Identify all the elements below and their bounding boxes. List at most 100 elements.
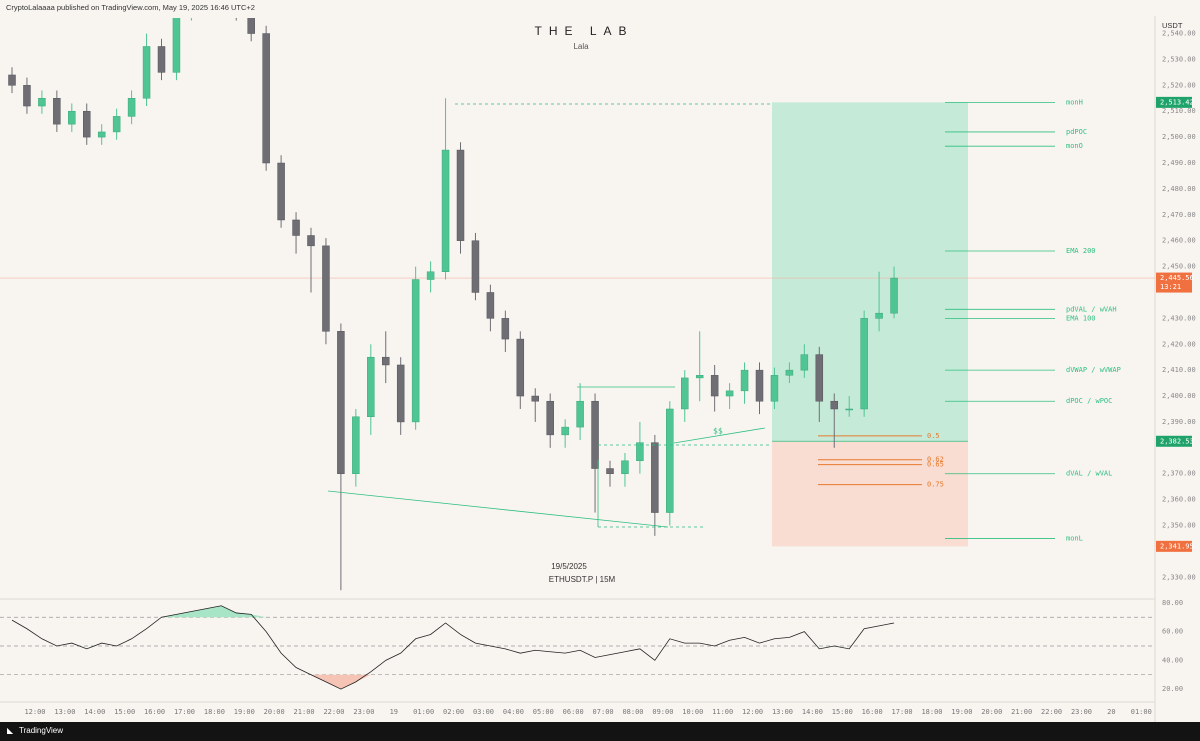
y-tick-label: 2,420.00: [1162, 340, 1196, 348]
currency-label: USDT: [1162, 21, 1183, 30]
level-label: monO: [1066, 142, 1083, 150]
countdown: 13:21: [1160, 283, 1181, 291]
symbol-label: ETHUSDT.P | 15M: [549, 575, 616, 584]
fib-label: 0.75: [927, 481, 944, 489]
y-tick-label: 2,530.00: [1162, 55, 1196, 63]
candle-body: [695, 375, 704, 379]
y-tick-label: 2,350.00: [1162, 522, 1196, 530]
candle-body: [531, 395, 539, 402]
y-tick-label: 2,430.00: [1162, 314, 1196, 322]
x-tick-label: 14:00: [802, 708, 823, 716]
footer-bar: [0, 722, 1200, 741]
x-tick-label: 16:00: [144, 708, 165, 716]
candle-body: [546, 400, 554, 436]
level-label: dVAL / wVAL: [1066, 470, 1112, 478]
candle-body: [172, 18, 181, 73]
candle-body: [561, 426, 569, 436]
y-tick-label: 2,480.00: [1162, 185, 1196, 193]
x-tick-label: 15:00: [832, 708, 853, 716]
candle-body: [142, 46, 151, 99]
candle-body: [860, 318, 868, 410]
price-badge: [1156, 96, 1192, 108]
candle-body: [516, 338, 525, 397]
candle-body: [262, 33, 270, 164]
x-tick-label: 20: [1107, 708, 1115, 716]
header: CryptoLalaaaa published on TradingView.c…: [6, 3, 255, 12]
candle-body: [471, 240, 480, 293]
candle-body: [770, 375, 779, 402]
chart-subtitle: Lala: [573, 42, 589, 51]
candle-body: [367, 356, 375, 418]
annotation: $$: [713, 427, 723, 436]
candle-body: [681, 377, 689, 410]
y-tick-label: 2,330.00: [1162, 573, 1196, 581]
candle-body: [591, 400, 599, 469]
x-tick-label: 01:00: [1131, 708, 1152, 716]
price-badge: [1156, 272, 1192, 293]
rsi-oversold: [311, 674, 371, 690]
candle-body: [68, 110, 76, 125]
x-tick-label: 23:00: [353, 708, 374, 716]
candle-body: [456, 149, 465, 241]
trend-line: [327, 490, 669, 528]
price-badge: [1156, 435, 1192, 447]
candle-body: [621, 460, 629, 474]
candle-body: [112, 116, 121, 133]
candle-body: [830, 400, 838, 410]
price-badge-label: 2,341.95: [1160, 542, 1194, 550]
candle-body: [322, 245, 330, 332]
candle-body: [815, 354, 824, 402]
y-tick-label: 2,460.00: [1162, 237, 1196, 245]
level-label: dVWAP / wVWAP: [1066, 366, 1121, 374]
candle-body: [651, 442, 659, 513]
candle-body: [38, 98, 46, 107]
candle-body: [277, 162, 285, 221]
x-tick-label: 20:00: [981, 708, 1002, 716]
level-label: dPOC / wPOC: [1066, 397, 1112, 405]
rsi-overbought: [161, 605, 267, 618]
candle-body: [396, 364, 405, 423]
level-label: pdPOC: [1066, 128, 1087, 136]
fib-label: 0.5: [927, 432, 940, 440]
y-tick-label: 2,450.00: [1162, 263, 1196, 271]
x-tick-label: 18:00: [204, 708, 225, 716]
x-tick-label: 13:00: [772, 708, 793, 716]
x-tick-label: 01:00: [413, 708, 434, 716]
price-badge-label: 2,445.56: [1160, 274, 1194, 282]
candle-body: [426, 271, 435, 280]
candle-body: [636, 442, 644, 462]
y-tick-label: 2,540.00: [1162, 30, 1196, 38]
candle-body: [292, 219, 300, 236]
candle-body: [53, 98, 61, 125]
level-label: EMA 100: [1066, 314, 1096, 322]
candle-body: [83, 110, 91, 138]
y-tick-label: 2,360.00: [1162, 496, 1196, 504]
y-tick-label: 2,470.00: [1162, 211, 1196, 219]
rsi-tick-label: 20.00: [1162, 685, 1183, 693]
rsi-tick-label: 40.00: [1162, 656, 1183, 664]
x-tick-label: 22:00: [323, 708, 344, 716]
candle-body: [486, 292, 495, 319]
candle-body: [740, 369, 749, 392]
candle-body: [352, 416, 360, 474]
y-tick-label: 2,490.00: [1162, 159, 1196, 167]
y-tick-label: 2,370.00: [1162, 470, 1196, 478]
candle-body: [875, 312, 883, 319]
candle-body: [755, 369, 764, 402]
price-badge-label: 2,382.53: [1160, 437, 1194, 445]
x-tick-label: 12:00: [742, 708, 763, 716]
x-tick-label: 21:00: [1011, 708, 1032, 716]
candle-body: [337, 331, 345, 474]
candle-body: [710, 375, 719, 397]
x-tick-label: 19: [390, 708, 398, 716]
x-tick-label: 20:00: [264, 708, 285, 716]
x-tick-label: 14:00: [84, 708, 105, 716]
trend-line: [673, 427, 766, 444]
candle-body: [606, 468, 614, 474]
candle-body: [725, 390, 734, 397]
candle-body: [382, 356, 390, 366]
x-tick-label: 17:00: [174, 708, 195, 716]
x-tick-label: 16:00: [862, 708, 883, 716]
